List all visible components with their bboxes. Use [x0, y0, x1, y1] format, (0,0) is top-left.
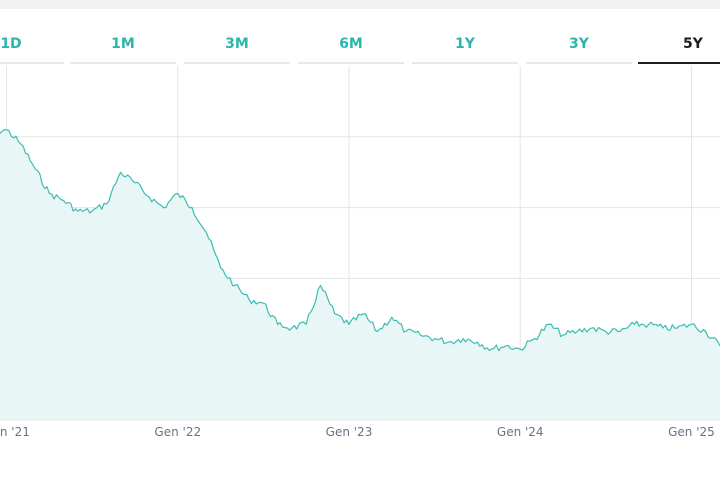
- x-tick-label: Gen '25: [668, 425, 715, 439]
- range-tab-3y[interactable]: 3Y: [524, 26, 634, 64]
- range-tab-6m[interactable]: 6M: [296, 26, 406, 64]
- series-line: [0, 129, 720, 352]
- x-tick-label: Gen '23: [326, 425, 373, 439]
- top-strip: [0, 0, 720, 9]
- chart-svg: Gen '21 Gen '22 Gen '23 Gen '24 Gen '25: [0, 66, 720, 439]
- range-tab-1d[interactable]: 1D: [0, 26, 66, 64]
- x-tick-label: Gen '21: [0, 425, 30, 439]
- range-tab-1m[interactable]: 1M: [68, 26, 178, 64]
- x-tick-label: Gen '24: [497, 425, 544, 439]
- range-tab-3m[interactable]: 3M: [182, 26, 292, 64]
- price-chart: Gen '21 Gen '22 Gen '23 Gen '24 Gen '25: [0, 66, 720, 460]
- x-tick-label: Gen '22: [154, 425, 201, 439]
- series-area: [0, 129, 720, 420]
- range-tab-1y[interactable]: 1Y: [410, 26, 520, 64]
- time-range-tabs: 1D 1M 3M 6M 1Y 3Y 5Y: [0, 26, 720, 66]
- range-tab-5y[interactable]: 5Y: [638, 26, 720, 64]
